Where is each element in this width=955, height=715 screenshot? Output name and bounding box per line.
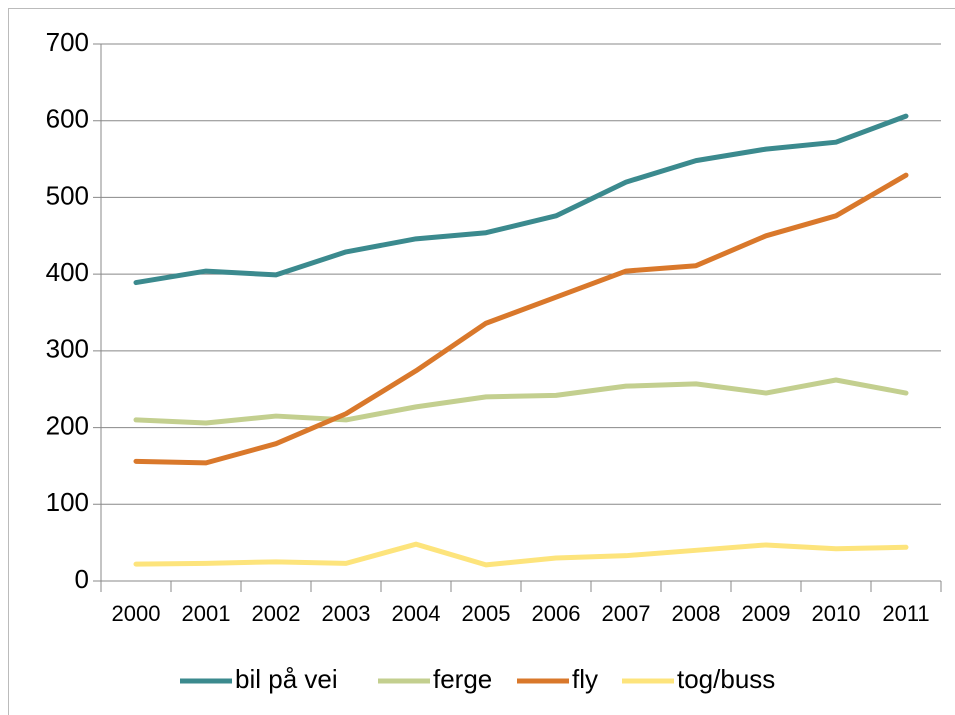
y-tick-label: 400 xyxy=(46,257,89,287)
x-tick-label: 2001 xyxy=(182,601,231,626)
series-line xyxy=(133,541,909,568)
legend-label: fly xyxy=(572,664,598,694)
x-tick-label: 2007 xyxy=(602,601,651,626)
x-tick-label: 2010 xyxy=(812,601,861,626)
legend-label: tog/buss xyxy=(677,664,775,694)
x-tick-label: 2011 xyxy=(882,601,929,626)
y-tick-label: 200 xyxy=(46,410,89,440)
y-tick-label: 100 xyxy=(46,487,89,517)
y-tick-label: 700 xyxy=(46,27,89,57)
legend-label: bil på vei xyxy=(235,664,338,694)
x-tick-label: 2000 xyxy=(112,601,161,626)
x-tick-label: 2002 xyxy=(252,601,301,626)
series-line xyxy=(133,172,909,466)
chart-border xyxy=(8,8,955,715)
x-tick-label: 2006 xyxy=(532,601,581,626)
y-tick-label: 0 xyxy=(75,564,89,594)
legend-label: ferge xyxy=(433,664,492,694)
x-tick-label: 2003 xyxy=(322,601,371,626)
y-tick-label: 600 xyxy=(46,104,89,134)
series-line xyxy=(133,113,909,286)
y-tick-label: 300 xyxy=(46,334,89,364)
x-tick-label: 2005 xyxy=(462,601,511,626)
x-tick-label: 2004 xyxy=(392,601,441,626)
series-line xyxy=(133,377,909,426)
x-tick-label: 2009 xyxy=(742,601,791,626)
x-tick-label: 2008 xyxy=(672,601,721,626)
y-tick-label: 500 xyxy=(46,180,89,210)
